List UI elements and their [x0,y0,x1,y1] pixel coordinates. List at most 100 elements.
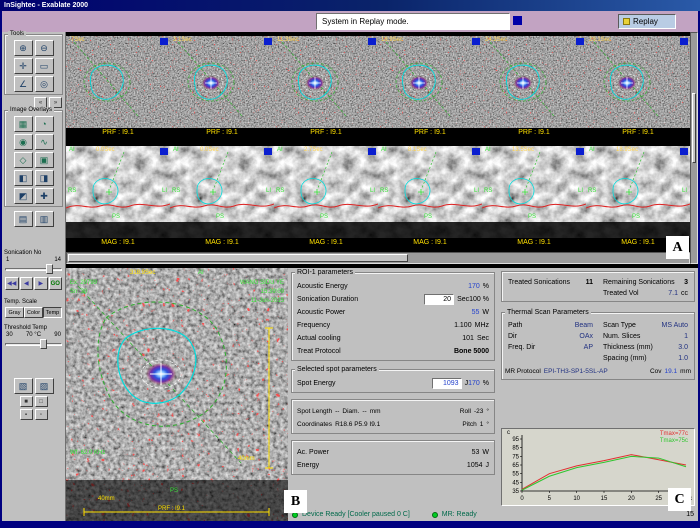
vertical-scrollbar[interactable] [690,32,698,264]
prf-frame-3[interactable]: 11.3Sec PRF : I9.1 [274,36,378,140]
go-button[interactable]: GO [49,277,63,290]
prf-frame-1[interactable]: -7Sec PRF : I9.1 [66,36,170,140]
orientation-left: RS [380,188,388,194]
frame-label: PRF : I9.1 [378,129,482,140]
pitch-unit: ° [483,421,489,428]
orientation-bottom: PS [320,214,328,220]
threshold-slider-thumb[interactable] [40,339,47,349]
overlay-extra-b-button[interactable]: ◨ [35,170,54,186]
annotation-b: B [284,490,307,513]
overlay-extra-a-button[interactable]: ◧ [14,170,33,186]
display-single-button[interactable]: ▤ [14,211,33,227]
thickness-value: 3.0 [678,344,688,351]
orientation-bottom: PS [424,214,432,220]
sonication-first-button[interactable]: ◀◀ [5,277,19,290]
freq-dir-value: AP [584,344,593,351]
film-button[interactable]: ▨ [35,378,54,394]
annotate-tool-button[interactable]: ◎ [35,76,54,92]
mode-indicator-icon [513,16,522,25]
mag-image [378,146,482,238]
svg-text:65: 65 [512,463,519,469]
horizontal-scrollbar[interactable] [66,252,690,264]
prf-thermal-image [378,36,482,128]
annotate-icon: ◎ [40,79,48,90]
active-sonication-image[interactable]: 318.9Sec AI Ex: 29799 Sn: 30 WANG SIDU Y… [66,268,288,521]
mag-frame-1[interactable]: AI 0.0Sec RS LI PS MAG : I9.1 [66,146,170,250]
mini-button-3[interactable]: ▪ [20,409,33,420]
acoustic-energy-label: Acoustic Energy [297,283,468,290]
orientation-bottom: PS [528,214,536,220]
vertical-scrollbar-thumb[interactable] [692,93,696,163]
mag-frame-3[interactable]: AI 2.7Sec RS LI PS MAG : I9.1 [274,146,378,250]
overlay-roi-button[interactable]: ◇ [14,152,33,168]
spot-energy-pct: 170 [468,380,480,387]
roll-unit: ° [483,408,489,415]
overlay-spot-button[interactable]: ◉ [14,134,33,150]
ac-power-label: Ac. Power [297,449,472,456]
select-tool-button[interactable]: ▭ [35,58,54,74]
svg-text:55: 55 [512,472,519,478]
replay-icon [623,18,630,25]
sonication-prev-button[interactable]: ◀ [20,277,34,290]
frame-time: 24.3Sec [485,37,507,43]
mini-button-1[interactable]: ■ [20,396,33,407]
orientation-top: AI [485,147,491,153]
prf-thermal-image [482,36,586,128]
title-bar[interactable]: InSightec - Exablate 2000 [0,0,700,11]
sonication-slider-thumb[interactable] [46,264,53,274]
measure-tool-button[interactable]: ∠ [14,76,33,92]
frame-label: MAG : I9.1 [274,239,378,250]
threshold-slider-track[interactable] [5,343,62,346]
prf-frame-5[interactable]: 24.3Sec PRF : I9.1 [482,36,586,140]
energy-unit: J [483,462,490,469]
orientation-right: LI [682,188,687,194]
orientation-top: AI [69,147,75,153]
temp-scale-temp-button[interactable]: Temp [43,307,62,318]
treat-protocol-value: Bone 5000 [454,348,489,355]
display-multi-button[interactable]: ▥ [35,211,54,227]
prf-frame-6[interactable]: 29.1Sec PRF : I9.1 [586,36,690,140]
prf-frame-2[interactable]: 3.1Sec PRF : I9.1 [170,36,274,140]
mini-button-2[interactable]: □ [35,396,48,407]
orientation-right: LI [474,188,479,194]
temp-scale-color-button[interactable]: Color [24,307,43,318]
mag-frame-5[interactable]: AI 13.5Sec RS LI PS MAG : I9.1 [482,146,586,250]
spot-energy-field[interactable]: 1093 [432,378,462,389]
overlay-extra-c-button[interactable]: ◩ [14,188,33,204]
mag-frame-4[interactable]: AI 8.1Sec RS LI PS MAG : I9.1 [378,146,482,250]
main-image-time: 318.9Sec [130,270,155,276]
overlay-add-button[interactable]: ✚ [35,188,54,204]
spot-energy-pct-unit: % [480,380,489,387]
capture-icon: ▧ [19,381,28,392]
sonication-slider[interactable] [5,263,62,275]
frequency-label: Frequency [297,322,454,329]
overlay-contour-button[interactable]: ◔ [35,116,54,132]
pan-tool-button[interactable]: ✛ [14,58,33,74]
sonication-duration-field[interactable]: 20 [424,294,454,305]
treatment-status-panel: Treated Sonications11 Remaining Sonicati… [498,268,698,508]
overlay-lines-button[interactable]: ∿ [35,134,54,150]
replay-button[interactable]: Replay [618,14,676,29]
mini-icon-2: □ [39,399,43,405]
horizontal-scrollbar-thumb[interactable] [68,254,408,262]
mag-frame-6[interactable]: AI 18.9Sec RS LI PS MAG : I9.1 [586,146,690,250]
overlay-dose-button[interactable]: ▣ [35,152,54,168]
zoom-in-tool-button[interactable]: ⊕ [14,40,33,56]
selected-spot-title: Selected spot parameters [295,366,379,373]
spacing-label: Spacing (mm) [603,355,647,362]
frame-time: 13.5Sec [512,147,534,153]
mini-button-4[interactable]: ▫ [35,409,48,420]
coordinates-label: Coordinates [297,421,332,428]
zoom-out-tool-button[interactable]: ⊖ [35,40,54,56]
mag-frame-2[interactable]: AI 0.0Sec RS LI PS MAG : I9.1 [170,146,274,250]
capture-button[interactable]: ▧ [14,378,33,394]
sonication-slider-track[interactable] [5,268,62,271]
temp-scale-gray-button[interactable]: Gray [5,307,24,318]
sonication-next-button[interactable]: ▶ [34,277,48,290]
prf-frame-4[interactable]: 18.9Sec PRF : I9.1 [378,36,482,140]
threshold-slider[interactable] [5,338,62,350]
ac-power-value: 53 [472,449,480,456]
prf-thermal-image [170,36,274,128]
series-number: Sn: 30 [70,289,87,295]
overlay-grid-button[interactable]: ▦ [14,116,33,132]
